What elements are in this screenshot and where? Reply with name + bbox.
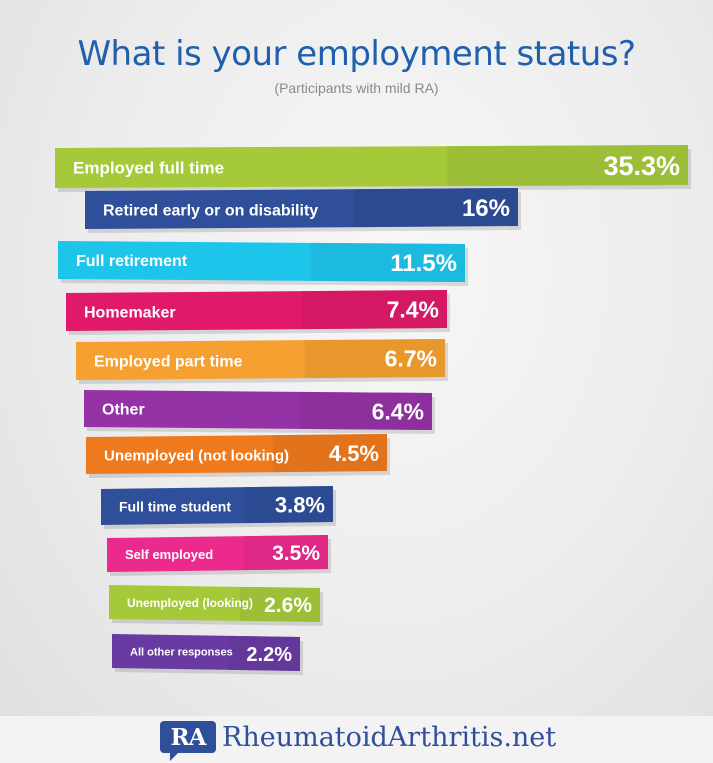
footer-bar bbox=[0, 716, 713, 763]
bar-7: Unemployed (not looking) 4.5% bbox=[86, 434, 390, 478]
site-logo[interactable]: RA RheumatoidArthritis.net bbox=[160, 721, 557, 761]
logo-text: RheumatoidArthritis.net bbox=[222, 721, 557, 753]
chart-subtitle: (Participants with mild RA) bbox=[274, 80, 439, 96]
logo-badge: RA bbox=[160, 721, 216, 761]
bar-value-label: 16% bbox=[462, 195, 510, 222]
bar-category-label: All other responses bbox=[130, 646, 233, 658]
bar-category-label: Retired early or on disability bbox=[103, 202, 318, 219]
bar-9: Self employed 3.5% bbox=[107, 535, 331, 576]
bar-1: Employed full time 35.3% bbox=[55, 145, 691, 192]
bar-category-label: Full time student bbox=[119, 499, 231, 515]
bar-value-label: 11.5% bbox=[390, 250, 457, 277]
bar-8: Full time student 3.8% bbox=[101, 486, 336, 529]
bar-value-label: 2.2% bbox=[246, 644, 292, 666]
bar-value-label: 2.6% bbox=[264, 594, 312, 617]
bar-category-label: Employed full time bbox=[73, 159, 224, 178]
bar-value-label: 4.5% bbox=[329, 441, 379, 466]
chart-title: What is your employment status? bbox=[77, 34, 636, 74]
bar-value-label: 6.4% bbox=[372, 398, 424, 424]
bar-3: Full retirement 11.5% bbox=[58, 241, 468, 286]
bar-10: Unemployed (looking) 2.6% bbox=[109, 585, 323, 626]
bar-category-label: Unemployed (not looking) bbox=[104, 447, 289, 464]
bar-value-label: 7.4% bbox=[387, 297, 439, 323]
bar-value-label: 35.3% bbox=[603, 151, 680, 181]
bar-category-label: Full retirement bbox=[76, 253, 188, 270]
bar-5: Employed part time 6.7% bbox=[76, 339, 448, 384]
bar-category-label: Homemaker bbox=[84, 304, 176, 321]
bar-category-label: Other bbox=[102, 402, 145, 419]
bar-2: Retired early or on disability 16% bbox=[85, 188, 521, 233]
bar-category-label: Employed part time bbox=[94, 353, 243, 370]
bar-11: All other responses 2.2% bbox=[112, 634, 303, 675]
bar-value-label: 3.5% bbox=[272, 542, 320, 565]
bar-value-label: 6.7% bbox=[385, 346, 437, 372]
bar-category-label: Self employed bbox=[125, 547, 213, 562]
bar-4: Homemaker 7.4% bbox=[66, 290, 450, 335]
bar-value-label: 3.8% bbox=[275, 492, 325, 517]
employment-bar-chart: Employed full time 35.3% Retired early or … bbox=[55, 145, 691, 675]
bar-category-label: Unemployed (looking) bbox=[127, 596, 253, 610]
bar-6: Other 6.4% bbox=[84, 390, 435, 434]
